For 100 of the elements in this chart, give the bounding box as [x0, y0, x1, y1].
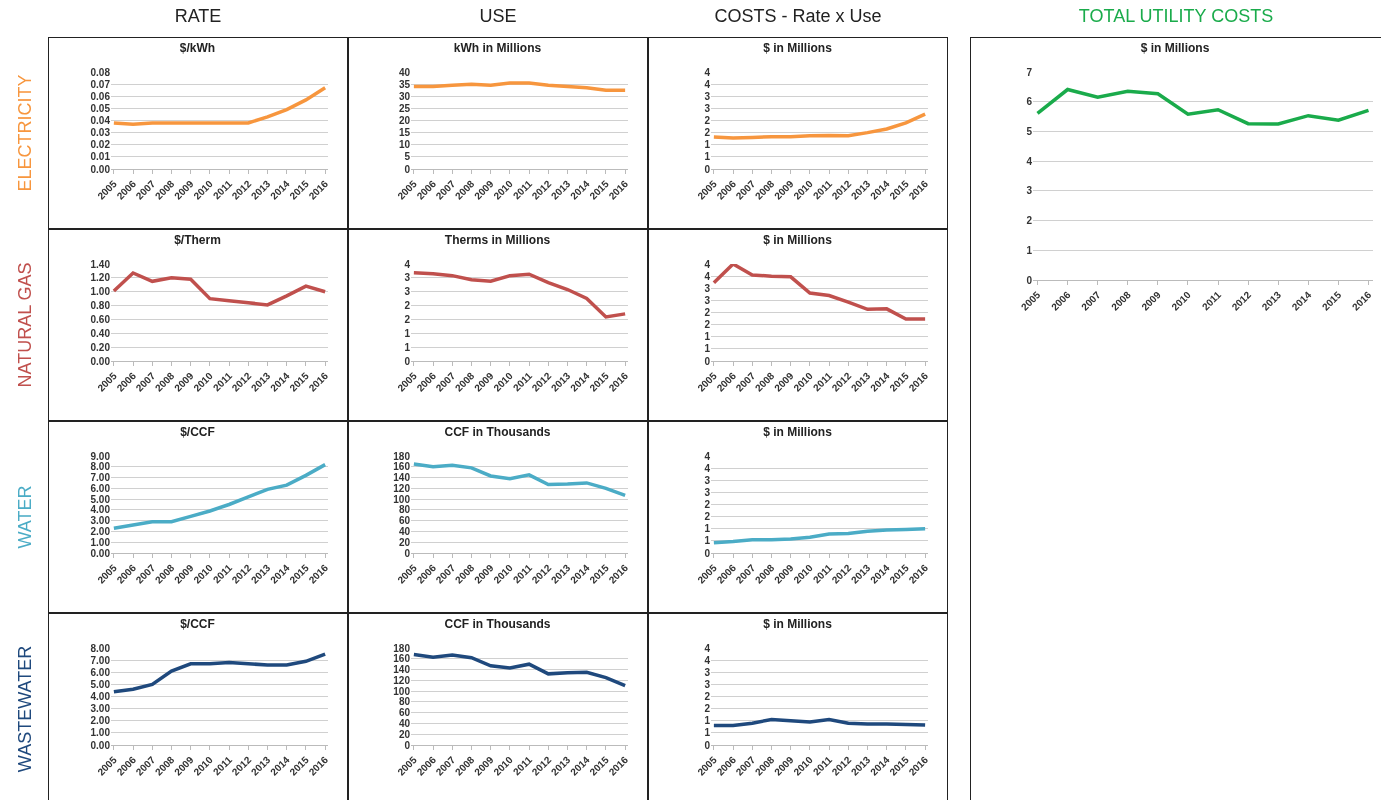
chart-subtitle: $ in Millions [763, 425, 833, 440]
y-tick-label: 4 [704, 462, 711, 474]
y-tick-label: 40 [398, 525, 411, 537]
y-tick-label: 6.00 [90, 666, 111, 678]
y-tick-label: 0.00 [90, 355, 111, 367]
y-tick-label: 1 [1026, 244, 1033, 256]
chart-title: TOTAL UTILITY COSTS [1077, 6, 1275, 27]
y-tick-label: 0.04 [90, 115, 111, 126]
y-tick-label: 1 [704, 343, 711, 355]
y-tick-label: 7.00 [90, 654, 111, 666]
chart-subtitle: $ in Millions [763, 617, 833, 632]
y-tick-label: 0.20 [90, 341, 111, 353]
y-tick-label: 3 [704, 90, 711, 102]
y-tick-label: 0 [404, 355, 411, 367]
y-axis-title: ELECTRICITY [14, 74, 36, 192]
y-tick-label: 3 [704, 486, 711, 498]
y-tick-label: 3 [404, 286, 411, 298]
line-series [712, 264, 927, 321]
y-tick-label: 3 [1026, 185, 1033, 197]
y-tick-label: 2.00 [90, 525, 111, 537]
y-tick-label: 180 [393, 642, 411, 654]
y-tick-label: 40 [398, 717, 411, 729]
chart-subtitle: CCF in Thousands [444, 425, 551, 440]
y-tick-label: 3 [704, 474, 711, 486]
y-tick-label: 2 [704, 319, 711, 331]
chart-subtitle: $ in Millions [763, 233, 833, 248]
y-tick-label: 1 [704, 523, 711, 535]
y-tick-label: 1.00 [90, 536, 111, 548]
line-series [1035, 87, 1371, 126]
y-tick-label: 3 [704, 102, 711, 114]
y-tick-label: 5 [1026, 125, 1033, 137]
y-tick-label: 2 [704, 511, 711, 523]
y-tick-label: 0.06 [90, 90, 111, 102]
y-tick-label: 0 [704, 163, 711, 175]
y-tick-label: 0 [704, 547, 711, 559]
y-tick-label: 20 [398, 536, 411, 548]
line-series [112, 86, 327, 126]
y-tick-label: 4 [704, 654, 711, 666]
y-tick-label: 4.00 [90, 504, 111, 516]
y-tick-label: 2 [704, 691, 711, 702]
y-tick-label: 80 [398, 504, 411, 516]
y-tick-label: 60 [398, 707, 411, 719]
y-tick-label: 3.00 [90, 703, 111, 715]
y-tick-label: 140 [393, 664, 411, 676]
chart-title: COSTS - Rate x Use [713, 6, 883, 27]
y-tick-label: 1.40 [90, 258, 111, 270]
y-tick-label: 4 [704, 258, 711, 270]
y-tick-label: 0 [704, 355, 711, 367]
y-tick-label: 0.05 [90, 102, 111, 114]
y-tick-label: 180 [393, 450, 411, 462]
chart-subtitle: $ in Millions [1140, 41, 1210, 56]
y-tick-label: 2 [404, 313, 411, 325]
y-tick-label: 25 [398, 102, 411, 114]
y-tick-label: 1 [704, 727, 711, 739]
y-tick-label: 3 [704, 294, 711, 306]
y-tick-label: 0 [704, 739, 711, 751]
y-tick-label: 4.00 [90, 691, 111, 702]
y-tick-label: 1.20 [90, 272, 111, 284]
y-tick-label: 0.40 [90, 327, 111, 339]
y-tick-label: 3 [704, 666, 711, 678]
y-tick-label: 9.00 [90, 450, 111, 462]
y-tick-label: 2 [704, 499, 711, 510]
y-tick-label: 1 [704, 151, 711, 163]
line-series [112, 462, 327, 530]
y-tick-label: 1 [704, 139, 711, 151]
chart-subtitle: $/CCF [180, 425, 215, 440]
y-tick-label: 120 [393, 674, 411, 686]
chart-subtitle: $ in Millions [763, 41, 833, 56]
line-series [412, 81, 627, 92]
y-tick-label: 0.80 [90, 300, 111, 312]
line-series [712, 717, 927, 728]
y-tick-label: 8.00 [90, 461, 111, 473]
y-tick-label: 0.00 [90, 163, 111, 175]
line-series [712, 527, 927, 545]
y-tick-label: 0.01 [90, 151, 111, 163]
y-tick-label: 2 [704, 115, 711, 126]
y-tick-label: 35 [398, 78, 411, 90]
y-tick-label: 4 [704, 642, 711, 654]
y-tick-label: 7.00 [90, 472, 111, 484]
y-tick-label: 1.00 [90, 727, 111, 739]
y-tick-label: 0 [1026, 274, 1033, 286]
line-series [412, 652, 627, 688]
y-axis-title: WASTEWATER [14, 645, 36, 773]
y-tick-label: 4 [704, 270, 711, 282]
y-tick-label: 5.00 [90, 678, 111, 690]
y-tick-label: 6 [1026, 96, 1033, 108]
y-tick-label: 5.00 [90, 493, 111, 505]
y-tick-label: 0.02 [90, 139, 111, 151]
y-tick-label: 3 [704, 282, 711, 294]
chart-title: RATE [173, 6, 223, 27]
chart-title: USE [478, 6, 518, 27]
y-tick-label: 140 [393, 472, 411, 484]
y-tick-label: 2.00 [90, 715, 111, 727]
chart-subtitle: $/kWh [179, 41, 216, 56]
y-tick-label: 6.00 [90, 482, 111, 494]
y-tick-label: 2 [704, 307, 711, 318]
y-tick-label: 4 [1026, 155, 1033, 167]
chart-subtitle: kWh in Millions [453, 41, 542, 56]
y-tick-label: 0.07 [90, 78, 111, 90]
y-tick-label: 100 [393, 685, 411, 697]
